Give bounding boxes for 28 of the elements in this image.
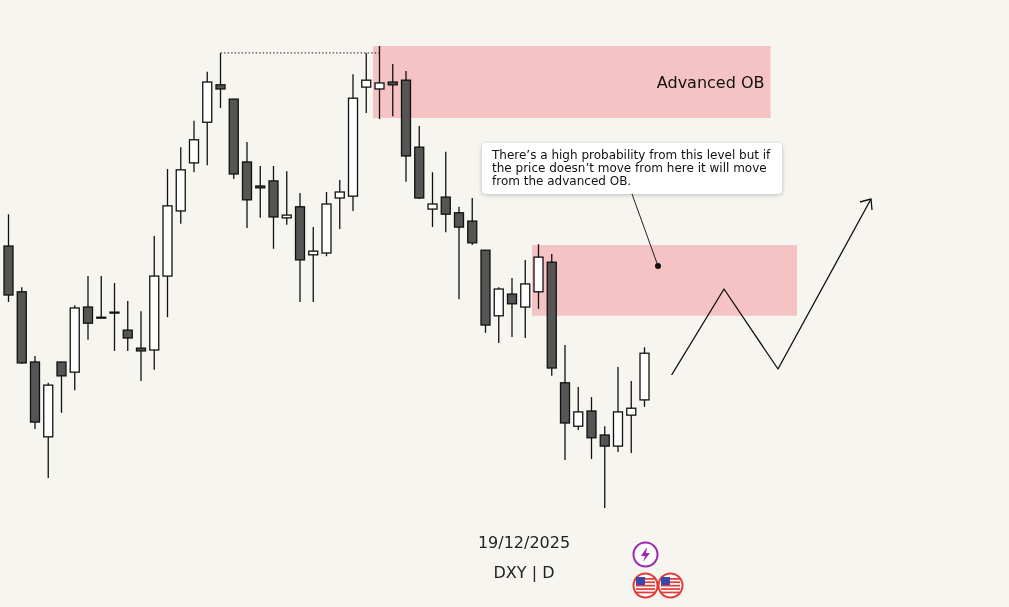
candlestick xyxy=(506,277,518,338)
candlestick xyxy=(56,361,67,414)
candlestick xyxy=(626,380,637,454)
band-label: Advanced OB xyxy=(656,72,765,92)
candlestick xyxy=(361,52,372,114)
annotation: There’s a high probability from this level but if the price doesn’t move from here it will move from the advanced OB. xyxy=(482,143,782,194)
candlestick xyxy=(82,275,94,341)
candlestick xyxy=(308,226,319,303)
candlestick xyxy=(334,179,345,230)
candlestick xyxy=(427,171,438,228)
candlestick xyxy=(135,310,147,382)
text: DXY | D xyxy=(492,563,556,582)
candlestick xyxy=(96,275,107,319)
candlestick xyxy=(453,206,465,300)
candlestick xyxy=(109,282,120,352)
candlestick xyxy=(255,165,266,219)
candlestick xyxy=(215,52,226,109)
candlestick xyxy=(599,425,610,508)
candlestick xyxy=(387,63,398,117)
candlestick xyxy=(467,197,478,246)
candlestick xyxy=(520,259,531,339)
candlestick xyxy=(281,170,292,226)
candlestick xyxy=(122,300,133,352)
candlestick xyxy=(374,46,385,120)
candlestick xyxy=(573,386,584,431)
candlestick xyxy=(440,151,451,233)
candlestick xyxy=(188,120,200,173)
text: 19/12/2025 xyxy=(476,533,572,552)
